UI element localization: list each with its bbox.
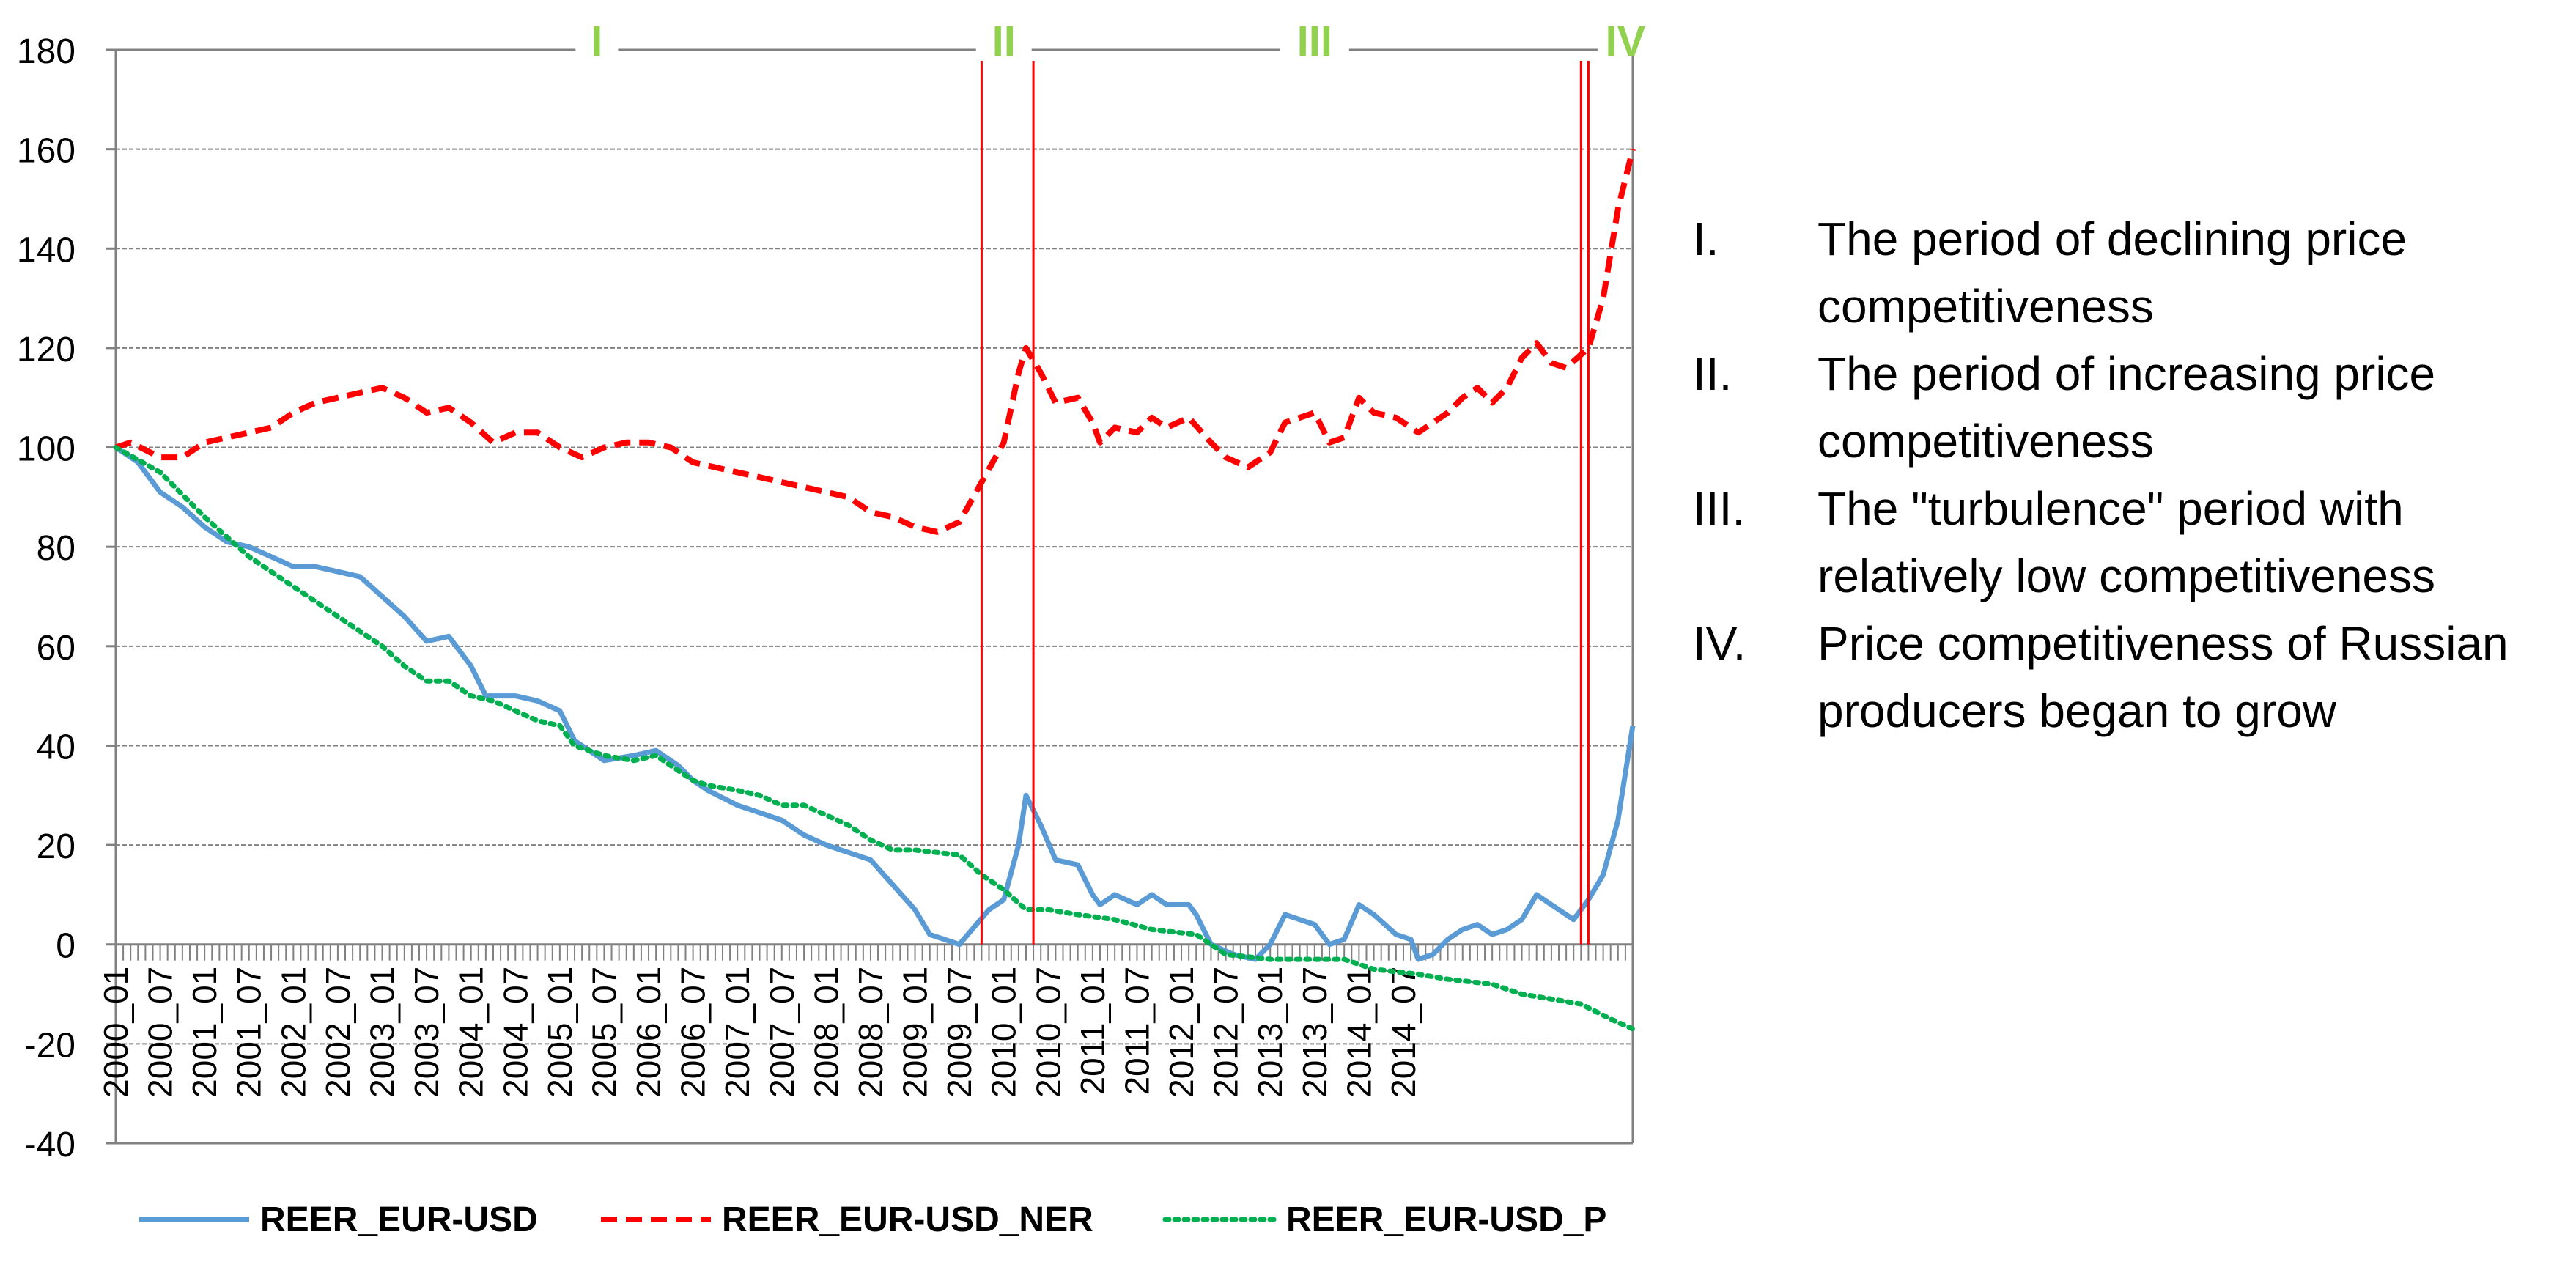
x-tick-label: 2003_07 bbox=[407, 967, 446, 1098]
x-tick-label: 2008_07 bbox=[852, 967, 890, 1098]
x-tick-label: 2005_07 bbox=[585, 967, 623, 1098]
y-tick-label: 180 bbox=[17, 32, 75, 71]
y-tick-label: 100 bbox=[17, 430, 75, 469]
x-tick-label: 2001_07 bbox=[230, 967, 268, 1098]
series-line-1 bbox=[114, 445, 1636, 962]
period-label: I bbox=[591, 18, 602, 65]
annotation-text: The period of increasing price competiti… bbox=[1817, 347, 2436, 468]
x-tick-label: 2001_01 bbox=[185, 967, 224, 1098]
x-tick-label: 2002_07 bbox=[319, 967, 357, 1098]
period-label: II bbox=[992, 18, 1016, 65]
x-tick-label: 2006_01 bbox=[630, 967, 668, 1098]
annotation-item-2: II. The period of increasing price compe… bbox=[1686, 340, 2565, 475]
annotation-number: II. bbox=[1693, 347, 1732, 400]
y-tick-label: 160 bbox=[17, 132, 75, 171]
x-tick-label: 2005_01 bbox=[541, 967, 579, 1098]
x-tick-label: 2003_01 bbox=[363, 967, 402, 1098]
y-tick-label: 140 bbox=[17, 231, 75, 270]
annotation-item-1: I. The period of declining price competi… bbox=[1686, 205, 2565, 340]
x-tick-label: 2013_07 bbox=[1296, 967, 1334, 1098]
period-label-gap bbox=[975, 44, 1032, 56]
period-label-gap bbox=[575, 44, 619, 56]
x-tick-label: 2007_07 bbox=[763, 967, 801, 1098]
x-tick-label: 2000_01 bbox=[97, 967, 135, 1098]
x-tick-label: 2011_01 bbox=[1074, 967, 1112, 1096]
period-label: III bbox=[1297, 18, 1332, 65]
annotation-number: IV. bbox=[1693, 617, 1746, 670]
annotation-text: Price competitiveness of Russian produce… bbox=[1817, 617, 2509, 737]
y-tick-label: -20 bbox=[25, 1026, 75, 1065]
legend-label: REER_EUR-USD_NER bbox=[722, 1200, 1093, 1239]
period-annotations: I. The period of declining price competi… bbox=[1686, 205, 2565, 745]
x-tick-label: 2011_07 bbox=[1118, 967, 1156, 1096]
period-label-gap bbox=[1597, 44, 1653, 56]
y-tick-label: 80 bbox=[37, 529, 75, 568]
period-label: IV bbox=[1605, 18, 1645, 65]
series-line-3 bbox=[113, 445, 1636, 1032]
period-label-gap bbox=[1280, 44, 1349, 56]
x-tick-label: 2004_07 bbox=[496, 967, 534, 1098]
annotation-item-3: III. The "turbulence" period with relati… bbox=[1686, 475, 2565, 610]
annotation-text: The period of declining price competitiv… bbox=[1817, 213, 2407, 333]
x-tick-label: 2002_01 bbox=[274, 967, 312, 1098]
annotation-item-4: IV. Price competitiveness of Russian pro… bbox=[1686, 610, 2565, 745]
x-tick-label: 2000_07 bbox=[141, 967, 180, 1098]
x-tick-label: 2010_01 bbox=[985, 967, 1023, 1098]
y-tick-label: 20 bbox=[37, 827, 75, 866]
series-line-2 bbox=[114, 148, 1636, 535]
x-tick-label: 2014_01 bbox=[1340, 967, 1378, 1098]
x-tick-label: 2014_07 bbox=[1384, 967, 1422, 1098]
annotation-text: The "turbulence" period with relatively … bbox=[1817, 482, 2435, 602]
legend-label: REER_EUR-USD bbox=[260, 1200, 538, 1239]
y-tick-label: -40 bbox=[25, 1126, 75, 1164]
annotation-number: III. bbox=[1693, 482, 1746, 535]
y-tick-label: 120 bbox=[17, 331, 75, 369]
x-tick-label: 2007_01 bbox=[718, 967, 756, 1098]
x-tick-label: 2006_07 bbox=[674, 967, 712, 1098]
y-tick-label: 60 bbox=[37, 629, 75, 668]
annotation-number: I. bbox=[1693, 213, 1719, 265]
legend-label: REER_EUR-USD_P bbox=[1286, 1200, 1606, 1239]
x-tick-label: 2012_01 bbox=[1162, 967, 1200, 1098]
x-tick-label: 2013_01 bbox=[1251, 967, 1289, 1098]
x-tick-label: 2009_01 bbox=[896, 967, 934, 1098]
x-tick-label: 2008_01 bbox=[807, 967, 845, 1098]
y-tick-label: 0 bbox=[56, 927, 75, 966]
x-tick-label: 2004_01 bbox=[452, 967, 490, 1098]
x-tick-label: 2010_07 bbox=[1029, 967, 1067, 1098]
x-tick-label: 2009_07 bbox=[940, 967, 978, 1098]
x-tick-label: 2012_07 bbox=[1207, 967, 1245, 1098]
y-tick-label: 40 bbox=[37, 728, 75, 767]
